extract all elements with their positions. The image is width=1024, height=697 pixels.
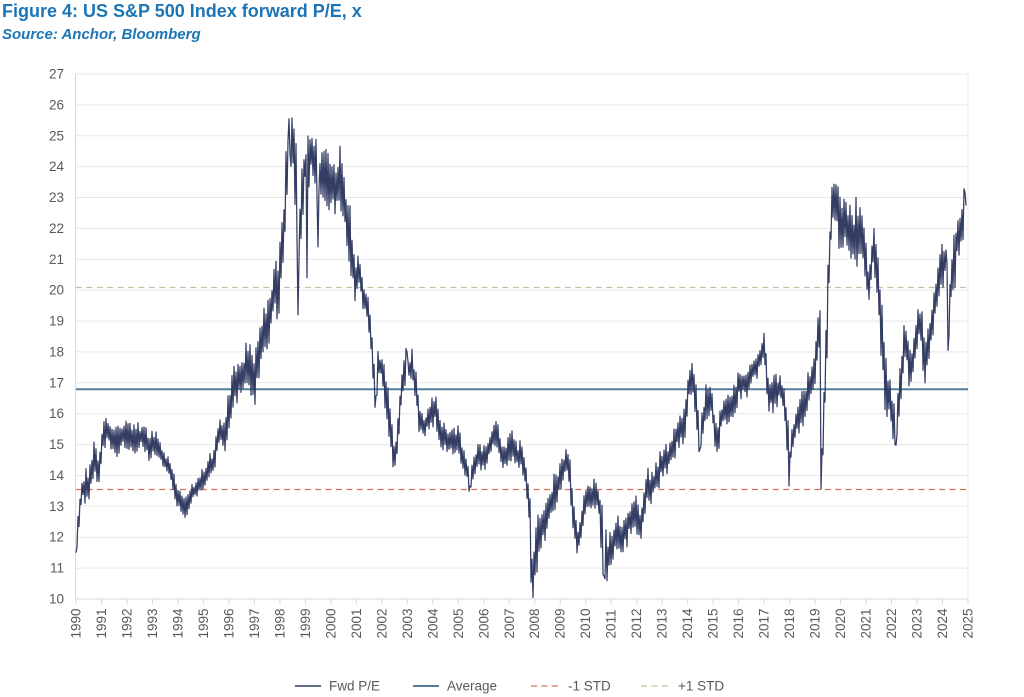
svg-text:25: 25 bbox=[49, 128, 64, 143]
svg-text:2009: 2009 bbox=[553, 608, 568, 638]
svg-text:27: 27 bbox=[49, 67, 64, 82]
svg-text:2007: 2007 bbox=[502, 608, 517, 638]
svg-text:2006: 2006 bbox=[476, 608, 491, 638]
svg-text:-1 STD: -1 STD bbox=[568, 679, 611, 694]
svg-text:1993: 1993 bbox=[145, 608, 160, 638]
svg-text:2018: 2018 bbox=[782, 608, 797, 638]
svg-text:23: 23 bbox=[49, 190, 64, 205]
svg-text:15: 15 bbox=[49, 437, 64, 452]
svg-text:17: 17 bbox=[49, 375, 64, 390]
svg-text:2010: 2010 bbox=[578, 608, 593, 638]
svg-text:1992: 1992 bbox=[120, 608, 135, 638]
svg-text:1999: 1999 bbox=[298, 608, 313, 638]
svg-text:1997: 1997 bbox=[247, 608, 262, 638]
svg-text:2000: 2000 bbox=[323, 608, 338, 638]
svg-text:1995: 1995 bbox=[196, 608, 211, 638]
svg-text:1998: 1998 bbox=[272, 608, 287, 638]
svg-text:11: 11 bbox=[50, 561, 64, 576]
svg-text:2008: 2008 bbox=[527, 608, 542, 638]
svg-text:2023: 2023 bbox=[910, 608, 925, 638]
svg-text:1996: 1996 bbox=[221, 608, 236, 638]
svg-text:2004: 2004 bbox=[425, 608, 440, 639]
svg-text:16: 16 bbox=[49, 406, 64, 421]
svg-text:1991: 1991 bbox=[94, 608, 109, 638]
svg-text:+1 STD: +1 STD bbox=[678, 679, 724, 694]
svg-text:2025: 2025 bbox=[961, 608, 976, 638]
svg-text:2020: 2020 bbox=[833, 608, 848, 638]
svg-text:24: 24 bbox=[49, 159, 65, 174]
svg-text:1990: 1990 bbox=[69, 608, 84, 638]
svg-text:2022: 2022 bbox=[884, 608, 899, 638]
svg-text:2016: 2016 bbox=[731, 608, 746, 638]
svg-text:20: 20 bbox=[49, 283, 64, 298]
svg-text:2013: 2013 bbox=[655, 608, 670, 638]
svg-text:2011: 2011 bbox=[604, 609, 619, 638]
svg-text:2024: 2024 bbox=[935, 608, 950, 639]
svg-text:2001: 2001 bbox=[349, 608, 364, 638]
svg-text:Average: Average bbox=[447, 679, 497, 694]
svg-text:1994: 1994 bbox=[170, 608, 185, 639]
svg-text:14: 14 bbox=[49, 468, 65, 483]
svg-text:2003: 2003 bbox=[400, 608, 415, 638]
svg-text:18: 18 bbox=[49, 344, 64, 359]
svg-text:2014: 2014 bbox=[680, 608, 695, 639]
svg-text:22: 22 bbox=[49, 221, 64, 236]
svg-text:2002: 2002 bbox=[374, 608, 389, 638]
svg-text:13: 13 bbox=[49, 499, 64, 514]
svg-text:12: 12 bbox=[49, 530, 64, 545]
svg-text:21: 21 bbox=[49, 252, 64, 267]
svg-text:Fwd P/E: Fwd P/E bbox=[329, 679, 380, 694]
svg-text:2012: 2012 bbox=[629, 608, 644, 638]
svg-text:26: 26 bbox=[49, 97, 64, 112]
svg-text:2015: 2015 bbox=[706, 608, 721, 638]
svg-text:2019: 2019 bbox=[808, 608, 823, 638]
svg-text:2017: 2017 bbox=[757, 608, 772, 638]
svg-text:2005: 2005 bbox=[451, 608, 466, 638]
svg-text:2021: 2021 bbox=[859, 608, 874, 638]
svg-text:19: 19 bbox=[49, 314, 64, 329]
svg-text:10: 10 bbox=[49, 592, 64, 607]
